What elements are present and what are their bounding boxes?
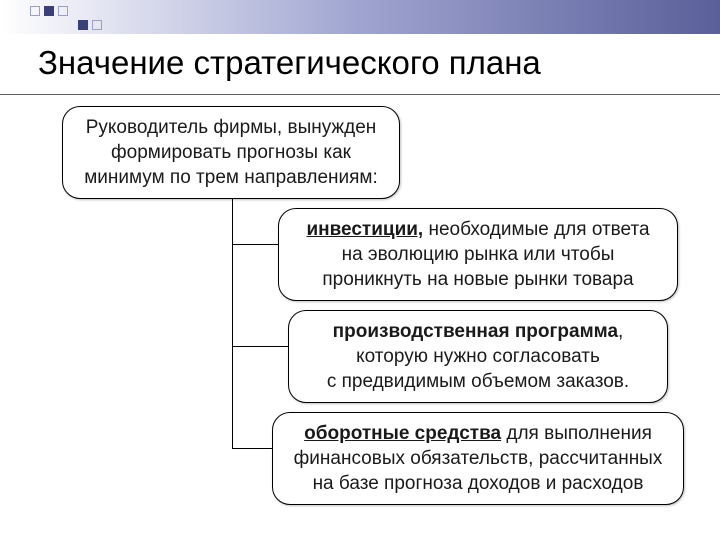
root-line-3: минимум по трем направлениям: bbox=[84, 167, 378, 188]
child-2-rest-1: которую нужно согласовать bbox=[356, 346, 600, 367]
child-2-rest-0: , bbox=[618, 321, 623, 342]
child-box-1: инвестиции, необходимые для ответа на эв… bbox=[278, 208, 678, 301]
child-box-3: оборотные средства для выполнения финанс… bbox=[272, 412, 684, 505]
diagram-area: Руководитель фирмы, вынужден формировать… bbox=[0, 0, 720, 540]
connector-branch-3 bbox=[232, 448, 272, 449]
connector-branch-2 bbox=[232, 346, 288, 347]
child-3-bold: оборотные средства bbox=[304, 423, 501, 444]
child-3-rest-1: финансовых обязательств, рассчитанных bbox=[294, 448, 663, 469]
child-3-rest-2: на базе прогноза доходов и расходов bbox=[313, 473, 644, 494]
child-box-2: производственная программа, которую нужн… bbox=[288, 310, 668, 403]
connector-branch-1 bbox=[232, 244, 278, 245]
child-1-rest-1: на эволюцию рынка или чтобы bbox=[342, 244, 615, 265]
root-line-1: Руководитель фирмы, вынужден bbox=[86, 117, 377, 138]
child-1-bold: инвестиции, bbox=[306, 219, 423, 240]
child-2-bold: производственная программа bbox=[333, 321, 618, 342]
child-3-rest-0: для выполнения bbox=[501, 423, 652, 444]
root-line-2: формировать прогнозы как bbox=[111, 142, 351, 163]
child-1-rest-2: проникнуть на новые рынки товара bbox=[322, 269, 633, 290]
connector-trunk bbox=[232, 186, 233, 448]
child-1-rest-0: необходимые для ответа bbox=[423, 219, 649, 240]
root-box: Руководитель фирмы, вынужден формировать… bbox=[62, 106, 400, 199]
child-2-rest-2: с предвидимым объемом заказов. bbox=[327, 371, 629, 392]
